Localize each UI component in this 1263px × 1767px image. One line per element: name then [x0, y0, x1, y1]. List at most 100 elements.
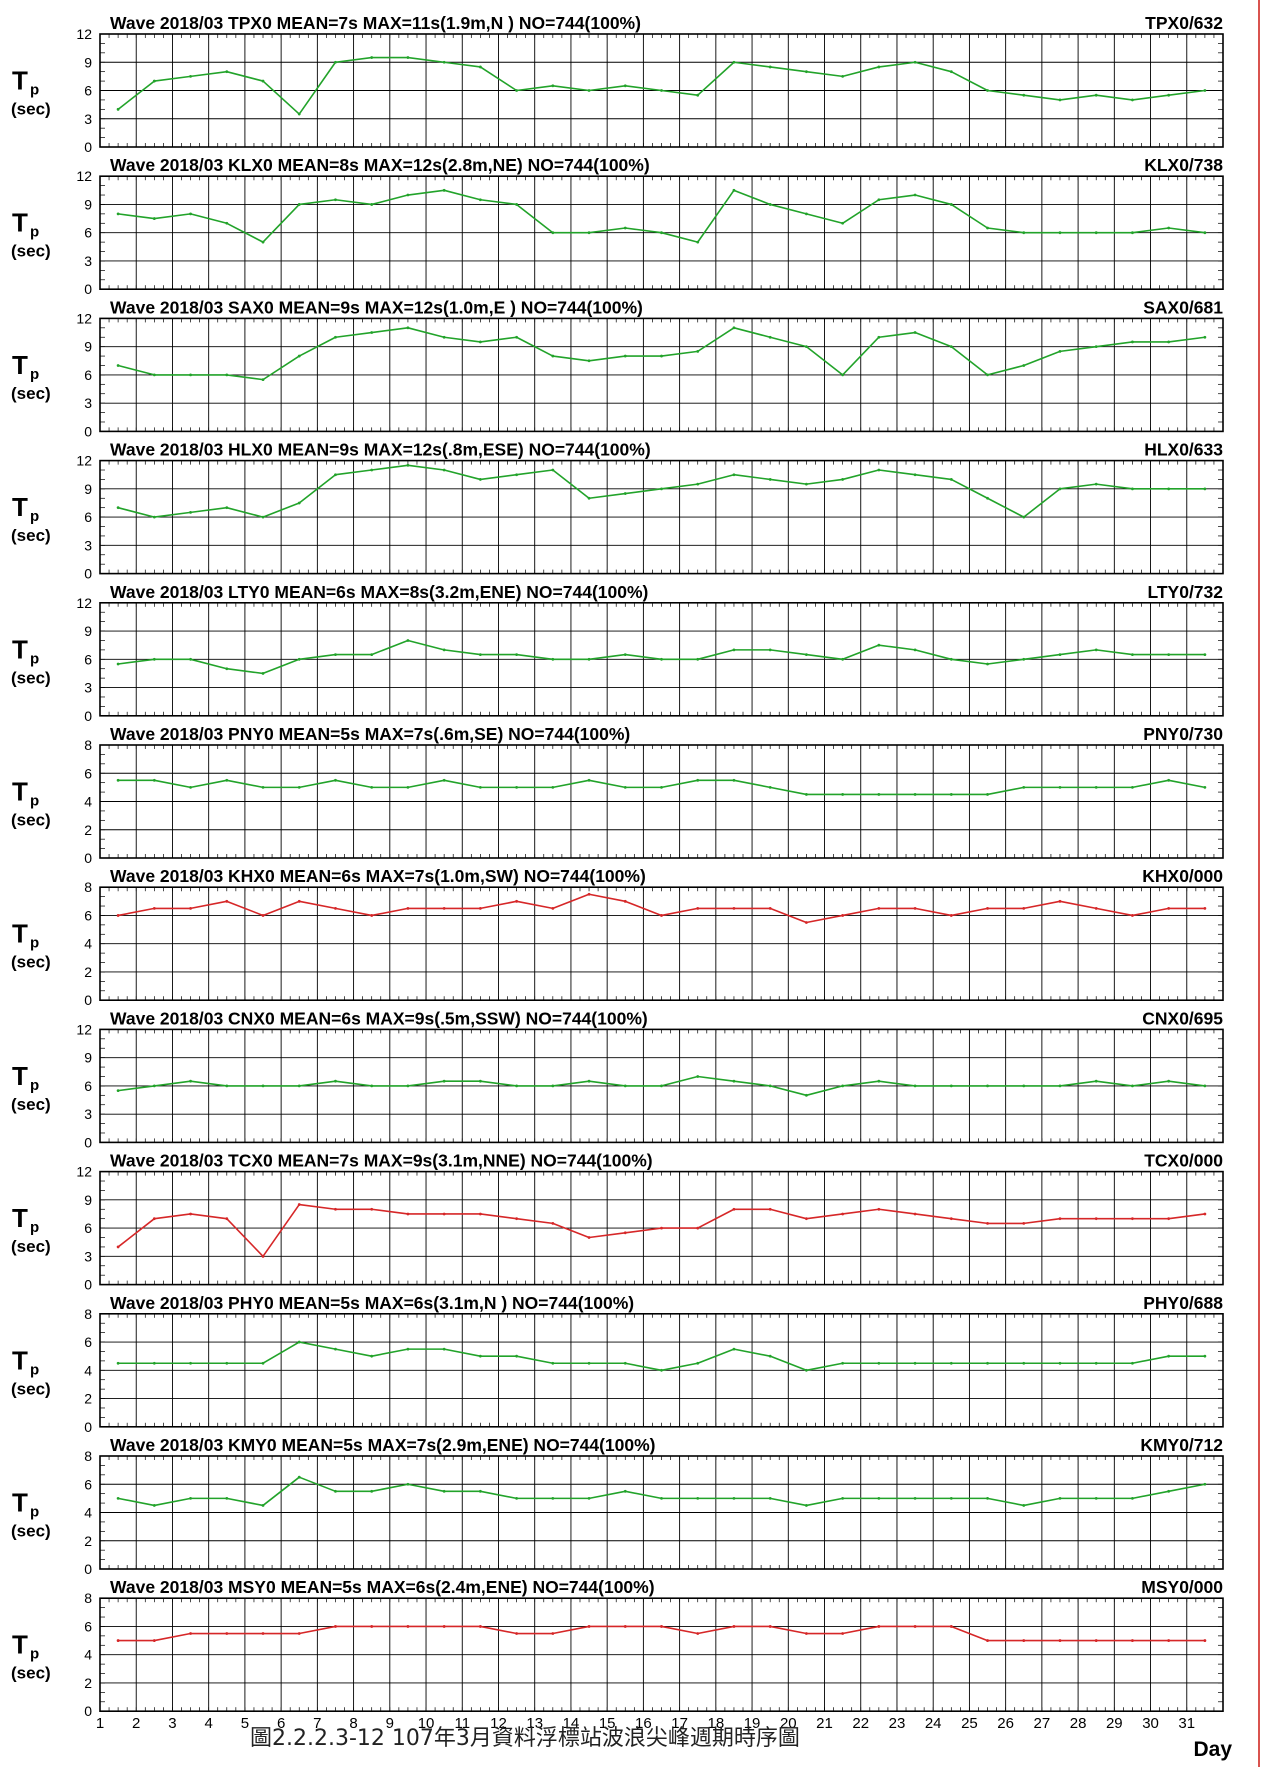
- data-point: [406, 56, 410, 59]
- data-point: [297, 354, 301, 358]
- data-point: [1203, 785, 1207, 789]
- x-tick-label: 22: [852, 1715, 869, 1732]
- panel-7: 0 2 4 6 8 Wave 2018/03 KHX0 MEAN=6s MAX=7s(1.…: [11, 866, 1224, 1008]
- y-axis-label-sub: p: [30, 935, 39, 952]
- data-point: [768, 785, 772, 789]
- y-axis-label: T: [12, 777, 28, 807]
- data-point: [877, 1496, 881, 1500]
- data-point: [587, 231, 591, 235]
- data-point: [660, 785, 663, 789]
- data-point: [334, 1079, 337, 1083]
- data-point: [913, 193, 917, 197]
- data-point: [1058, 1639, 1062, 1642]
- data-point: [1203, 653, 1207, 656]
- y-tick-label: 12: [76, 1021, 92, 1037]
- y-tick-label: 4: [84, 1647, 92, 1663]
- data-point: [225, 373, 229, 377]
- data-point: [406, 1347, 410, 1351]
- panel-title: Wave 2018/03 TCX0 MEAN=7s MAX=9s(3.1m,NN…: [110, 1151, 653, 1171]
- y-axis-unit: (sec): [11, 1664, 51, 1683]
- data-point: [805, 1368, 808, 1372]
- data-point: [261, 240, 265, 244]
- data-point: [261, 378, 265, 382]
- data-point: [478, 478, 482, 481]
- data-point: [1022, 657, 1026, 661]
- y-tick-label: 12: [76, 168, 92, 184]
- station-id: KHX0/000: [1142, 866, 1223, 886]
- data-point: [261, 515, 265, 519]
- data-point: [1203, 335, 1207, 339]
- data-point: [660, 1368, 663, 1372]
- data-point: [877, 65, 881, 69]
- y-tick-label: 4: [84, 1505, 92, 1521]
- data-point: [949, 793, 953, 796]
- data-point: [805, 1093, 808, 1097]
- data-point: [297, 203, 301, 206]
- data-point: [551, 1632, 555, 1635]
- x-tick-label: 13: [526, 1715, 543, 1732]
- panel-5: 0 3 6 9 12 Wave 2018/03 LTY0 MEAN=6s MAX=8s(3…: [11, 582, 1224, 724]
- y-axis-unit: (sec): [11, 668, 51, 687]
- data-point: [623, 785, 627, 789]
- data-point: [1203, 1084, 1207, 1088]
- data-point: [551, 468, 555, 472]
- y-axis-label-sub: p: [30, 1646, 39, 1663]
- data-point: [732, 648, 736, 652]
- data-point: [1167, 1217, 1171, 1221]
- figure-caption: 圖2.2.2.3-12 107年3月資料浮標站波浪尖峰週期時序圖: [250, 1726, 800, 1751]
- station-id: MSY0/000: [1141, 1577, 1223, 1597]
- data-point: [805, 1217, 808, 1221]
- data-point: [515, 785, 518, 789]
- data-point: [551, 1496, 555, 1500]
- y-tick-label: 6: [84, 1476, 92, 1492]
- data-point: [551, 84, 555, 88]
- data-point: [1131, 1084, 1134, 1088]
- data-point: [116, 914, 120, 917]
- data-point: [587, 1361, 591, 1365]
- station-id: PNY0/730: [1143, 724, 1223, 744]
- y-axis-label: T: [12, 1203, 28, 1233]
- data-point: [406, 326, 410, 330]
- data-point: [587, 359, 591, 363]
- x-tick-label: 19: [744, 1715, 761, 1732]
- y-axis-unit: (sec): [11, 526, 51, 545]
- data-point: [334, 60, 337, 64]
- data-point: [406, 193, 410, 197]
- data-point: [660, 1496, 663, 1500]
- data-point: [297, 657, 301, 661]
- data-point: [986, 906, 989, 910]
- data-point: [1167, 906, 1171, 910]
- y-axis-label: T: [12, 350, 28, 380]
- data-point: [877, 468, 881, 472]
- data-point: [913, 1361, 917, 1365]
- data-point: [732, 778, 736, 782]
- data-point: [1094, 1217, 1098, 1221]
- y-axis-unit: (sec): [11, 1237, 51, 1256]
- data-point: [1131, 785, 1134, 789]
- y-tick-label: 12: [76, 1164, 92, 1180]
- data-point: [225, 778, 229, 782]
- y-axis-unit: (sec): [11, 1379, 51, 1398]
- data-point: [442, 1489, 446, 1493]
- data-point: [116, 107, 120, 111]
- data-point: [515, 1084, 518, 1088]
- data-point: [1094, 1361, 1098, 1365]
- x-tick-label: 12: [490, 1715, 507, 1732]
- data-point: [623, 226, 627, 230]
- data-point: [116, 778, 120, 782]
- y-tick-label: 3: [84, 1106, 92, 1122]
- x-tick-label: 17: [671, 1715, 688, 1732]
- data-point: [225, 1632, 229, 1635]
- data-point: [478, 1489, 482, 1493]
- x-tick-label: 5: [241, 1715, 249, 1732]
- data-point: [805, 653, 808, 656]
- data-point: [841, 478, 845, 481]
- data-point: [1094, 648, 1098, 652]
- data-point: [1131, 340, 1134, 344]
- data-point: [1058, 98, 1062, 102]
- data-point: [189, 1632, 192, 1635]
- data-point: [152, 79, 156, 83]
- data-point: [949, 914, 953, 917]
- data-point: [442, 1347, 446, 1351]
- data-point: [297, 1475, 301, 1479]
